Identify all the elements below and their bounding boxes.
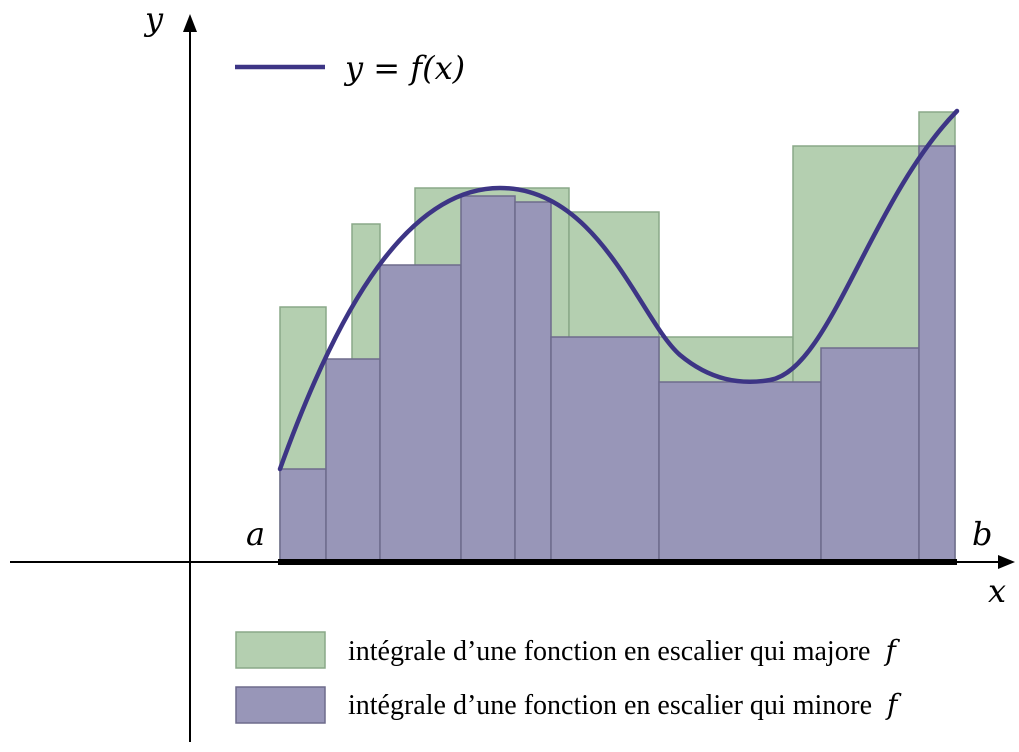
lower-rect bbox=[550, 336, 660, 563]
x-axis-label: x bbox=[988, 572, 1006, 610]
lower-rect bbox=[918, 145, 956, 563]
lower-legend-label: intégrale d’une fonction en escalier qui… bbox=[348, 690, 872, 721]
y-axis-label: y bbox=[143, 0, 164, 38]
lower-rect bbox=[460, 195, 516, 563]
lower-legend-swatch bbox=[235, 686, 326, 724]
lower-rect bbox=[379, 264, 462, 563]
upper-legend-f: f bbox=[883, 634, 900, 667]
upper-legend-label: intégrale d’une fonction en escalier qui… bbox=[348, 636, 870, 667]
lower-step-rects bbox=[279, 145, 956, 563]
x-axis-arrow bbox=[998, 555, 1015, 569]
lower-rect bbox=[658, 381, 822, 563]
upper-legend-swatch bbox=[235, 631, 326, 669]
curve-f bbox=[277, 108, 960, 472]
curve-legend: y = f(x) bbox=[235, 49, 465, 87]
axes bbox=[10, 14, 1015, 742]
lower-rect bbox=[514, 201, 552, 563]
a-label: a bbox=[246, 515, 265, 553]
lower-legend-text: intégrale d’une fonction en escalier qui… bbox=[348, 688, 902, 721]
upper-legend: intégrale d’une fonction en escalier qui… bbox=[235, 631, 900, 669]
lower-legend: intégrale d’une fonction en escalier qui… bbox=[235, 686, 902, 724]
lower-rect bbox=[820, 347, 920, 563]
y-axis-arrow bbox=[183, 14, 197, 32]
lower-rect bbox=[279, 468, 327, 563]
lower-rect bbox=[325, 358, 381, 563]
lower-legend-f: f bbox=[885, 688, 902, 721]
curve-legend-label: y = f(x) bbox=[343, 49, 465, 87]
upper-legend-text: intégrale d’une fonction en escalier qui… bbox=[348, 634, 900, 667]
b-label: b bbox=[972, 515, 992, 553]
